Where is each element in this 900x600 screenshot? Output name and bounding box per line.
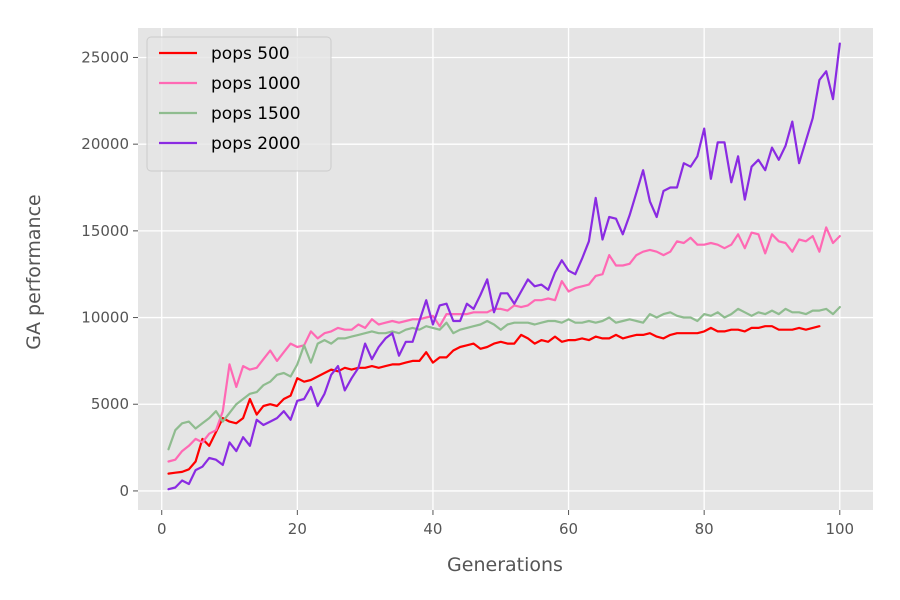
legend-box	[146, 36, 332, 172]
series-line-pops-1500	[167, 306, 841, 451]
legend-label-pops-500: pops 500	[211, 44, 290, 64]
legend-label-pops-1500: pops 1500	[211, 104, 301, 124]
x-tick-label: 80	[695, 520, 714, 538]
legend-label-pops-1000: pops 1000	[211, 74, 301, 94]
y-tick-label: 0	[119, 482, 129, 500]
x-axis-title: Generations	[447, 554, 563, 576]
x-tick-label: 0	[157, 520, 167, 538]
x-tick-label: 20	[288, 520, 307, 538]
grid-lines	[138, 28, 873, 510]
series-line-pops-500	[167, 325, 821, 475]
x-tick-label: 40	[423, 520, 442, 538]
axis-ticks: 0 20 40 60 80 100 0 5000 10000 15000 20000 25000	[81, 48, 854, 538]
series-line-pops-2000	[167, 42, 841, 491]
series-lines	[167, 42, 841, 491]
series-line-pops-1000	[167, 226, 841, 463]
x-tick-label: 60	[559, 520, 578, 538]
x-tick-label: 100	[825, 520, 854, 538]
y-tick-label: 25000	[81, 48, 129, 66]
y-tick-label: 15000	[81, 222, 129, 240]
y-tick-label: 5000	[91, 395, 129, 413]
y-tick-label: 20000	[81, 135, 129, 153]
y-axis-title: GA performance	[23, 194, 45, 349]
legend-label-pops-2000: pops 2000	[211, 134, 301, 154]
y-tick-label: 10000	[81, 309, 129, 327]
legend: pops 500 pops 1000 pops 1500 pops 2000	[146, 36, 332, 172]
